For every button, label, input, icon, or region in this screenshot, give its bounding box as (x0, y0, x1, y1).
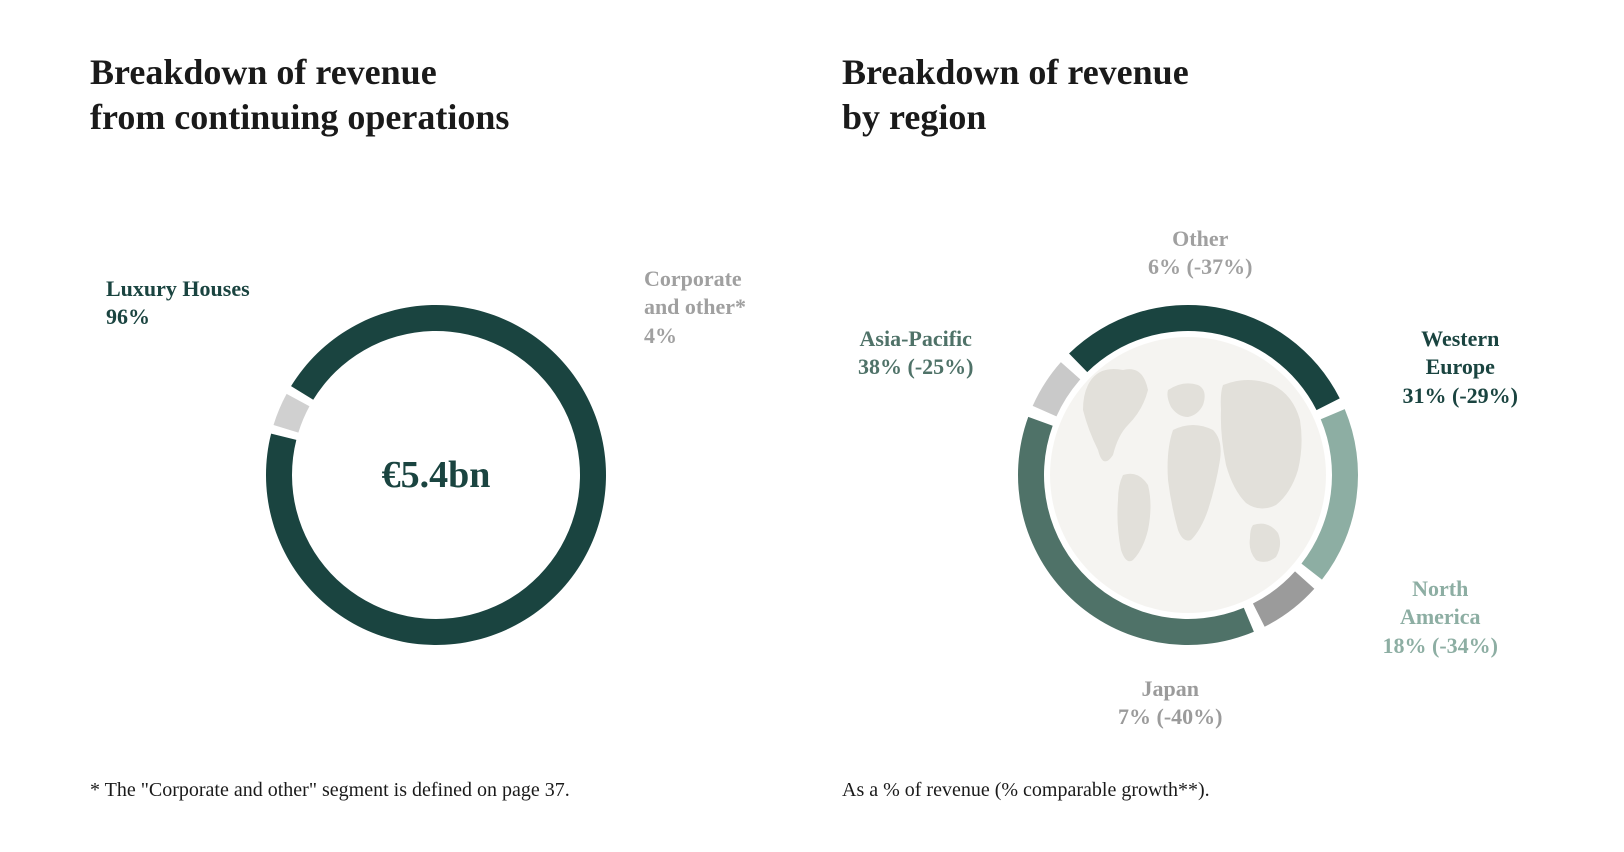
region-segment-4 (1018, 416, 1254, 644)
operations-segment-1 (274, 393, 310, 432)
donut-operations: €5.4bn Luxury Houses96%Corporateand othe… (256, 295, 616, 655)
chart-operations: €5.4bn Luxury Houses96% Corporateand othe… (90, 200, 782, 749)
title-operations: Breakdown of revenue from continuing ope… (90, 50, 782, 140)
title-operations-line2: from continuing operations (90, 97, 509, 137)
chart-region: Other6% (-37%) WesternEurope31% (-29%) Nor… (842, 200, 1534, 749)
title-region-line2: by region (842, 97, 986, 137)
region-label-1: WesternEurope31% (-29%) (1403, 325, 1518, 411)
panel-region: Breakdown of revenue by region (842, 50, 1534, 802)
footnote-operations: * The "Corporate and other" segment is d… (90, 779, 782, 802)
operations-label-0: Luxury Houses96% (106, 275, 250, 332)
region-label-4: Asia-Pacific38% (-25%) (858, 325, 973, 382)
title-region: Breakdown of revenue by region (842, 50, 1534, 140)
donut-center-value: €5.4bn (382, 453, 491, 497)
region-label-2: NorthAmerica18% (-34%) (1383, 575, 1498, 661)
title-operations-line1: Breakdown of revenue (90, 52, 437, 92)
operations-label-1: Corporateand other*4% (644, 265, 746, 351)
region-label-3: Japan7% (-40%) (1118, 675, 1222, 732)
region-segment-2 (1301, 409, 1358, 580)
donut-region-svg (1008, 295, 1368, 655)
footnote-region: As a % of revenue (% comparable growth**… (842, 779, 1534, 802)
donut-region: Other6% (-37%)WesternEurope31% (-29%)Nor… (1008, 295, 1368, 655)
region-segment-3 (1253, 571, 1314, 626)
region-segment-1 (1069, 304, 1340, 409)
region-label-0: Other6% (-37%) (1148, 225, 1252, 282)
region-segment-0 (1033, 362, 1081, 416)
title-region-line1: Breakdown of revenue (842, 52, 1189, 92)
panel-operations: Breakdown of revenue from continuing ope… (90, 50, 782, 802)
